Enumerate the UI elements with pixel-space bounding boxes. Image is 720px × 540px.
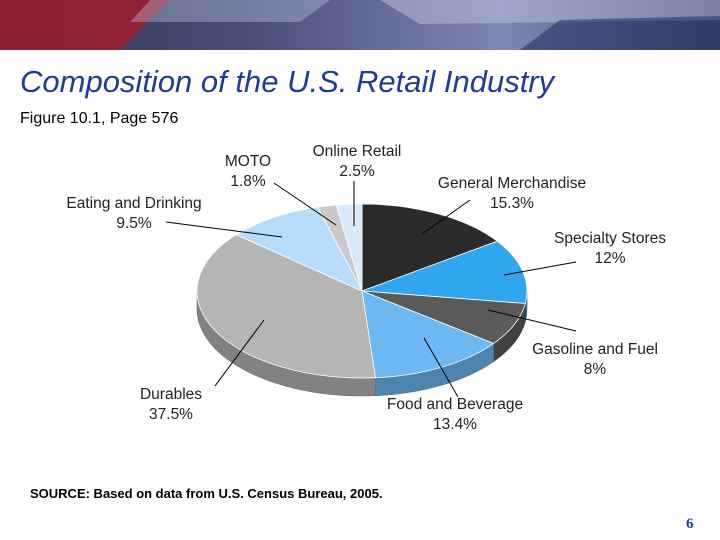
source-note: SOURCE: Based on data from U.S. Census B… — [30, 486, 383, 501]
leader-line-eating-and-drinking — [165, 221, 283, 238]
page-number: 6 — [686, 516, 694, 532]
slide-title: Composition of the U.S. Retail Industry — [20, 64, 555, 99]
figure-caption: Figure 10.1, Page 576 — [20, 110, 179, 127]
slice-label-specialty-stores: Specialty Stores — [554, 230, 666, 247]
pie-chart: General Merchandise 15.3% Specialty Stores… — [66, 143, 666, 433]
slice-value-durables: 37.5% — [149, 406, 193, 423]
leader-line-gasoline-and-fuel — [487, 309, 577, 332]
slice-label-durables: Durables — [140, 386, 202, 403]
pie-slice-general-merchandise — [361, 203, 499, 292]
leader-line-general-merchandise — [421, 199, 471, 235]
leader-line-specialty-stores — [503, 261, 577, 276]
pie-slice-durables — [196, 234, 376, 379]
slice-value-gasoline-and-fuel: 8% — [584, 361, 607, 378]
leader-line-food-and-beverage — [423, 337, 459, 398]
slice-value-online-retail: 2.5% — [339, 163, 375, 180]
header-banner — [0, 0, 720, 50]
slice-label-eating-and-drinking: Eating and Drinking — [66, 195, 201, 212]
pie-slice-food-and-beverage — [361, 290, 495, 379]
slice-value-general-merchandise: 15.3% — [490, 195, 534, 212]
pie-slice-eating-and-drinking — [235, 206, 363, 292]
slice-label-moto: MOTO — [225, 153, 271, 170]
slice-value-eating-and-drinking: 9.5% — [116, 215, 152, 232]
pie-slice-specialty-stores — [361, 240, 528, 304]
leader-line-moto — [273, 182, 337, 226]
slice-label-food-and-beverage: Food and Beverage — [387, 396, 523, 413]
leader-line-durables — [214, 319, 265, 387]
slice-label-online-retail: Online Retail — [313, 143, 402, 160]
slice-value-specialty-stores: 12% — [594, 250, 625, 267]
slice-value-food-and-beverage: 13.4% — [433, 416, 477, 433]
pie-slice-online-retail — [335, 203, 363, 292]
slice-label-gasoline-and-fuel: Gasoline and Fuel — [532, 341, 658, 358]
slice-value-moto: 1.8% — [230, 173, 266, 190]
slice-label-general-merchandise: General Merchandise — [438, 175, 586, 192]
